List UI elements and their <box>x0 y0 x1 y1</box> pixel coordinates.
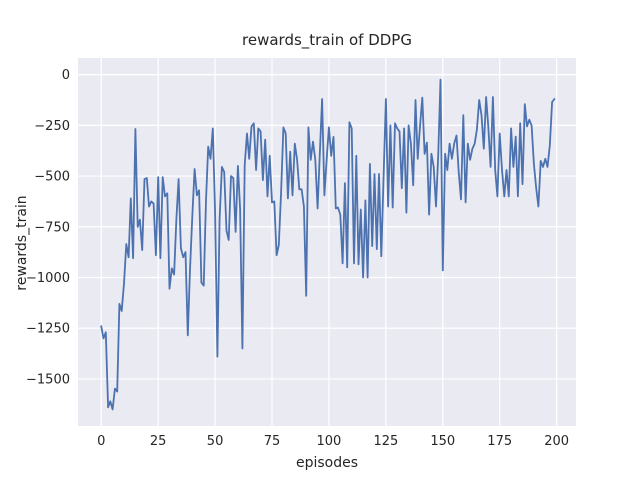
x-tick-label: 100 <box>317 434 342 449</box>
x-tick-label: 200 <box>544 434 569 449</box>
chart-title: rewards_train of DDPG <box>242 31 412 49</box>
y-tick-label: 0 <box>62 68 70 83</box>
y-tick-label: −1250 <box>26 322 70 337</box>
y-tick-label: −750 <box>34 220 70 235</box>
x-tick-label: 125 <box>373 434 398 449</box>
x-axis-label: episodes <box>295 455 359 471</box>
x-tick-label: 75 <box>264 434 281 449</box>
x-tick-label: 150 <box>430 434 455 449</box>
x-tick-label: 175 <box>487 434 512 449</box>
x-tick-label: 50 <box>207 434 224 449</box>
y-tick-label: −500 <box>34 170 70 185</box>
y-tick-label: −1500 <box>26 372 70 387</box>
x-tick-label: 25 <box>150 434 167 449</box>
y-tick-label: −250 <box>34 119 70 134</box>
plot-background <box>78 58 576 426</box>
y-tick-label: −1000 <box>26 271 70 286</box>
x-tick-label: 0 <box>97 434 105 449</box>
y-axis-label: rewards_train <box>14 195 30 291</box>
series-line-rewards-train <box>100 78 556 411</box>
